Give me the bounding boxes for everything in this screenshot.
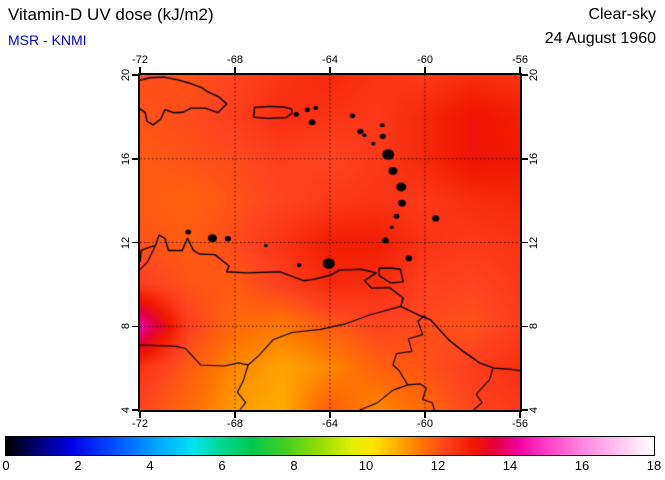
lon-tick-label-top: -68 bbox=[227, 54, 243, 66]
lon-tick-bottom bbox=[519, 412, 521, 418]
lon-tick-label-top: -60 bbox=[417, 54, 433, 66]
lon-tick-top bbox=[329, 67, 331, 73]
lon-tick-label-bottom: -64 bbox=[322, 418, 338, 430]
lat-tick-label-right: 8 bbox=[528, 323, 540, 330]
lat-tick-label-left: 20 bbox=[120, 68, 132, 82]
header-right: Clear-sky 24 August 1960 bbox=[545, 5, 656, 48]
lon-tick-label-top: -64 bbox=[322, 54, 338, 66]
lat-tick-label-left: 8 bbox=[120, 323, 132, 330]
lat-tick-left bbox=[132, 74, 138, 76]
uv-dose-heatmap-canvas bbox=[140, 75, 520, 410]
date-label: 24 August 1960 bbox=[544, 30, 656, 47]
lat-tick-right bbox=[522, 325, 528, 327]
product-label: MSR - KNMI bbox=[8, 32, 87, 48]
map-frame bbox=[138, 73, 522, 412]
colorbar-tick-label: 6 bbox=[218, 458, 226, 473]
lon-tick-bottom bbox=[139, 412, 141, 418]
colorbar-tick-label: 4 bbox=[146, 458, 154, 473]
colorbar-tick-label: 2 bbox=[74, 458, 82, 473]
colorbar-tick-label: 12 bbox=[430, 458, 446, 473]
colorbar-tick-label: 18 bbox=[646, 458, 662, 473]
colorbar-tick-label: 16 bbox=[574, 458, 590, 473]
lat-tick-left bbox=[132, 325, 138, 327]
lon-tick-label-bottom: -56 bbox=[512, 418, 528, 430]
lon-tick-bottom bbox=[424, 412, 426, 418]
colorbar-tick-label: 8 bbox=[290, 458, 298, 473]
lat-tick-left bbox=[132, 241, 138, 244]
lon-tick-label-top: -56 bbox=[512, 54, 528, 66]
lat-tick-label-left: 12 bbox=[120, 236, 132, 249]
lon-tick-label-bottom: -60 bbox=[417, 418, 433, 430]
colorbar-gradient-canvas bbox=[5, 436, 655, 456]
lat-tick-label-right: 12 bbox=[528, 236, 540, 249]
colorbar-tick-label: 0 bbox=[2, 458, 10, 473]
lon-tick-top bbox=[234, 67, 236, 73]
colorbar-tick-label: 10 bbox=[358, 458, 374, 473]
lat-tick-label-right: 4 bbox=[528, 406, 540, 414]
page-title: Vitamin-D UV dose (kJ/m2) bbox=[8, 5, 214, 24]
lon-tick-top bbox=[424, 67, 426, 73]
sky-condition-label: Clear-sky bbox=[588, 6, 656, 23]
colorbar: 0 2 4 6 8 10 12 14 16 18 bbox=[2, 436, 662, 478]
lat-tick-right bbox=[522, 158, 528, 160]
lon-tick-bottom bbox=[329, 412, 331, 418]
lon-tick-label-bottom: -72 bbox=[132, 418, 148, 430]
lat-tick-right bbox=[522, 241, 528, 244]
lon-tick-label-bottom: -68 bbox=[227, 418, 243, 430]
lat-tick-label-left: 16 bbox=[120, 152, 132, 165]
lon-tick-top bbox=[519, 67, 521, 73]
lat-tick-label-right: 20 bbox=[528, 68, 540, 82]
header-left: Vitamin-D UV dose (kJ/m2) MSR - KNMI bbox=[8, 5, 214, 48]
lat-tick-right bbox=[522, 409, 528, 411]
colorbar-tick-label: 14 bbox=[502, 458, 518, 473]
lat-tick-label-left: 4 bbox=[120, 406, 132, 414]
lat-tick-left bbox=[132, 409, 138, 411]
lat-tick-left bbox=[132, 158, 138, 160]
lat-tick-label-right: 16 bbox=[528, 152, 540, 165]
lon-tick-bottom bbox=[234, 412, 236, 418]
lat-tick-right bbox=[522, 74, 528, 76]
lon-tick-label-top: -72 bbox=[132, 54, 148, 66]
lon-tick-top bbox=[139, 67, 141, 73]
